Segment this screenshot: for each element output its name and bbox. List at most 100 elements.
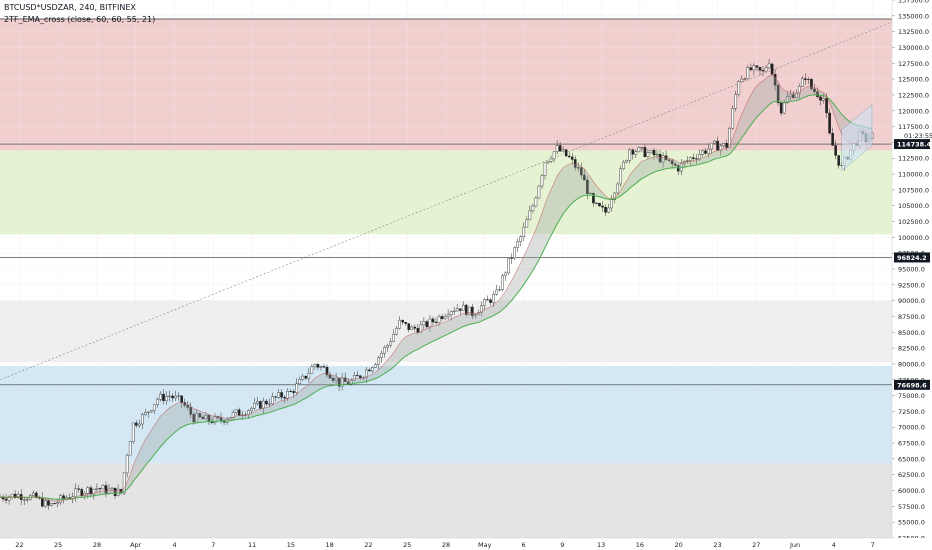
candle[interactable] <box>534 197 538 207</box>
candle[interactable] <box>583 174 586 181</box>
candle[interactable] <box>492 294 495 303</box>
candle[interactable] <box>53 503 56 505</box>
candle[interactable] <box>785 96 789 104</box>
candle[interactable] <box>250 407 253 411</box>
candle[interactable] <box>758 67 762 71</box>
candle[interactable] <box>110 487 114 490</box>
candle[interactable] <box>334 377 338 381</box>
candle[interactable] <box>80 489 84 496</box>
candle[interactable] <box>752 65 756 71</box>
candle[interactable] <box>661 155 665 163</box>
candle[interactable] <box>374 364 377 368</box>
candle[interactable] <box>186 405 190 408</box>
candle[interactable] <box>159 393 162 400</box>
candle[interactable] <box>710 142 713 150</box>
candle[interactable] <box>107 488 111 494</box>
candle[interactable] <box>474 314 477 317</box>
candle[interactable] <box>283 397 286 399</box>
candle[interactable] <box>428 318 432 328</box>
candle[interactable] <box>377 357 380 365</box>
candle[interactable] <box>622 161 626 169</box>
candle[interactable] <box>716 140 719 151</box>
candle[interactable] <box>455 308 459 312</box>
candle[interactable] <box>773 74 777 86</box>
candle[interactable] <box>256 401 259 404</box>
candle[interactable] <box>501 275 504 290</box>
candle[interactable] <box>292 391 295 393</box>
candle[interactable] <box>616 183 619 194</box>
candle[interactable] <box>767 63 771 69</box>
candle[interactable] <box>125 454 129 474</box>
candle[interactable] <box>652 150 656 156</box>
candle[interactable] <box>598 203 601 207</box>
candle[interactable] <box>586 179 589 194</box>
candle[interactable] <box>807 79 810 81</box>
candle[interactable] <box>389 341 392 346</box>
candle[interactable] <box>153 404 156 411</box>
candle[interactable] <box>271 396 274 405</box>
candle[interactable] <box>32 492 35 496</box>
candle[interactable] <box>398 319 401 329</box>
candle[interactable] <box>62 495 65 499</box>
candle[interactable] <box>504 272 507 276</box>
candle[interactable] <box>4 498 8 501</box>
candle[interactable] <box>440 316 444 319</box>
candle[interactable] <box>507 258 510 274</box>
candle[interactable] <box>558 145 562 152</box>
candle[interactable] <box>770 63 774 75</box>
candle[interactable] <box>734 94 738 109</box>
candle[interactable] <box>689 157 692 161</box>
candle[interactable] <box>692 157 695 159</box>
candle[interactable] <box>480 305 483 313</box>
candle[interactable] <box>141 414 144 425</box>
candle[interactable] <box>319 366 323 368</box>
candle[interactable] <box>519 236 523 242</box>
candle[interactable] <box>819 96 822 101</box>
candle[interactable] <box>47 500 50 506</box>
candle[interactable] <box>16 494 20 498</box>
candle[interactable] <box>740 78 744 82</box>
candle[interactable] <box>274 396 277 398</box>
candle[interactable] <box>776 85 780 103</box>
candle[interactable] <box>801 78 804 87</box>
candle[interactable] <box>216 416 220 418</box>
candle[interactable] <box>144 412 147 415</box>
candle[interactable] <box>116 489 120 496</box>
candle[interactable] <box>561 149 565 152</box>
candle[interactable] <box>50 503 53 506</box>
candle[interactable] <box>577 167 580 169</box>
candle[interactable] <box>122 472 126 494</box>
candle[interactable] <box>343 377 347 382</box>
candle[interactable] <box>764 67 768 72</box>
candle[interactable] <box>728 128 731 148</box>
candle[interactable] <box>825 98 828 114</box>
candle[interactable] <box>262 400 265 409</box>
candle[interactable] <box>404 322 408 324</box>
candle[interactable] <box>174 395 177 399</box>
candle[interactable] <box>434 321 438 323</box>
candle[interactable] <box>195 413 199 423</box>
candle[interactable] <box>410 326 414 330</box>
candle[interactable] <box>604 206 607 213</box>
candle[interactable] <box>56 502 59 504</box>
candle[interactable] <box>352 375 356 381</box>
candle[interactable] <box>743 78 747 80</box>
candle[interactable] <box>698 154 701 160</box>
candle[interactable] <box>419 324 423 333</box>
candle[interactable] <box>98 488 102 490</box>
candle[interactable] <box>655 153 659 156</box>
candle[interactable] <box>183 402 186 406</box>
candle[interactable] <box>304 375 308 379</box>
candle[interactable] <box>567 155 571 158</box>
candle[interactable] <box>86 487 90 494</box>
candle[interactable] <box>219 417 223 421</box>
candle[interactable] <box>301 375 305 380</box>
candle[interactable] <box>156 399 159 405</box>
candle[interactable] <box>570 156 574 160</box>
candle[interactable] <box>486 299 489 301</box>
candle[interactable] <box>737 81 741 95</box>
candle[interactable] <box>810 79 813 90</box>
candle[interactable] <box>265 400 268 405</box>
candle[interactable] <box>162 393 165 401</box>
candle[interactable] <box>649 150 653 153</box>
